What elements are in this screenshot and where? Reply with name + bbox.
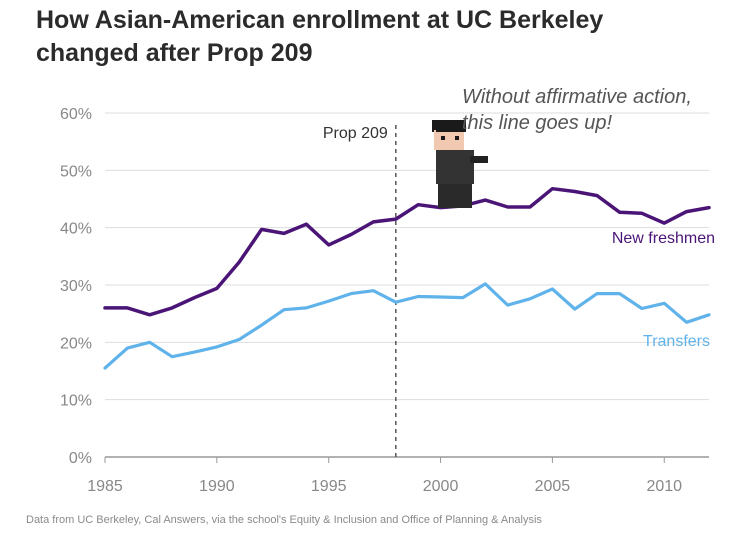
x-tick-label: 1985 (87, 478, 123, 495)
y-tick-label: 0% (69, 450, 92, 467)
y-tick-label: 20% (60, 335, 92, 352)
person-illustration-icon (432, 120, 488, 208)
series-line-new-freshmen (103, 186, 711, 317)
y-tick-label: 40% (60, 221, 92, 238)
x-axis-ticks: 1985 1990 1995 2000 2005 2010 (87, 457, 682, 495)
prop-209-reference: Prop 209 (323, 125, 397, 457)
prop-209-label: Prop 209 (323, 125, 388, 142)
x-tick-label: 2010 (646, 478, 682, 495)
y-tick-label: 30% (60, 278, 92, 295)
chart-title-line-2: changed after Prop 209 (36, 39, 313, 67)
annotation: Without affirmative action, this line go… (462, 84, 742, 136)
series-labels: New freshmen Transfers (612, 230, 715, 350)
x-tick-label: 2005 (535, 478, 571, 495)
x-tick-label: 1990 (199, 478, 235, 495)
y-tick-label: 50% (60, 163, 92, 180)
x-tick-label: 2000 (423, 478, 459, 495)
series-line-transfers (103, 282, 711, 370)
chart-title: How Asian-American enrollment at UC Berk… (36, 4, 736, 70)
y-tick-label: 60% (60, 106, 92, 123)
y-axis-ticks: 0% 10% 20% 30% 40% 50% 60% (60, 106, 92, 467)
annotation-line-2: this line goes up! (462, 112, 613, 134)
x-tick-label: 1995 (311, 478, 347, 495)
gridlines (105, 112, 709, 458)
y-tick-label: 10% (60, 393, 92, 410)
series-label-transfers: Transfers (643, 333, 710, 350)
source-note: Data from UC Berkeley, Cal Answers, via … (26, 514, 542, 526)
series-lines (103, 186, 711, 370)
chart-title-line-1: How Asian-American enrollment at UC Berk… (36, 6, 604, 34)
series-label-new-freshmen: New freshmen (612, 230, 715, 247)
annotation-line-1: Without affirmative action, (462, 86, 692, 108)
